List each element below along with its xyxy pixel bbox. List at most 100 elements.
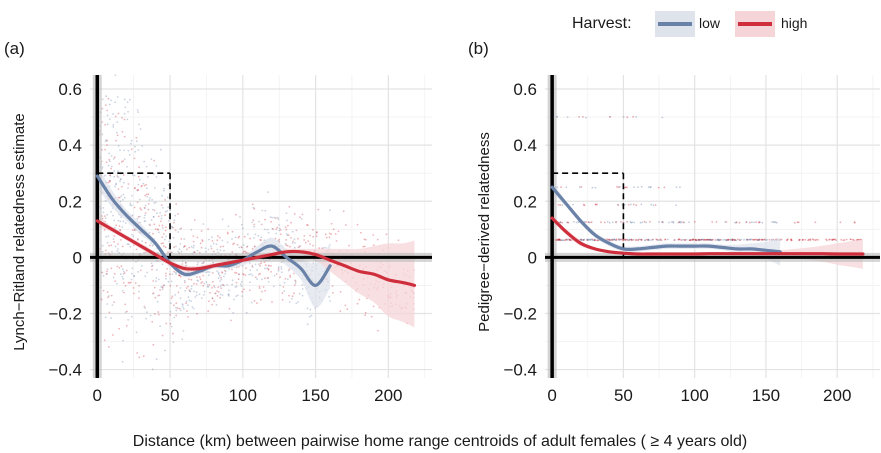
scatter-point-low [277,239,280,242]
scatter-point-low [301,294,304,297]
scatter-point-high [624,186,627,189]
scatter-point-low [108,103,111,106]
scatter-point-low [129,245,132,248]
scatter-point-low [267,265,270,267]
legend-title: Harvest: [572,15,632,32]
scatter-point-low [306,307,309,310]
scatter-point-high [645,238,648,241]
scatter-point-low [212,261,215,264]
scatter-point-low [293,238,296,241]
scatter-point-high [798,238,801,241]
scatter-point-low [142,182,145,185]
scatter-point-low [212,242,215,245]
scatter-point-low [170,325,173,328]
scatter-point-low [613,238,615,241]
scatter-point-high [207,228,210,231]
scatter-point-low [248,262,251,264]
scatter-point-low [121,275,124,278]
scatter-point-high [570,239,572,242]
scatter-point-high [200,230,203,232]
scatter-point-high [635,204,638,207]
scatter-point-high [188,246,191,249]
scatter-point-low [716,239,719,242]
scatter-point-low [593,238,596,241]
scatter-point-high [328,236,331,239]
scatter-point-low [163,187,166,190]
scatter-point-high [617,186,620,189]
scatter-point-low [101,250,104,253]
scatter-point-high [678,238,681,241]
scatter-point-high [309,234,311,237]
scatter-point-low [587,238,590,241]
scatter-point-high [281,292,284,295]
scatter-point-high [798,239,800,242]
scatter-point-low [133,274,136,277]
scatter-point-high [161,334,164,337]
scatter-point-high [264,218,266,221]
scatter-point-low [144,307,147,309]
scatter-point-low [196,279,199,282]
scatter-point-low [253,245,256,248]
scatter-point-high [137,175,140,178]
scatter-point-low [567,238,570,241]
scatter-point-high [119,229,121,231]
scatter-point-low [143,160,146,163]
scatter-point-high [274,217,277,220]
scatter-point-low [240,223,243,226]
scatter-point-low [239,283,242,286]
scatter-point-high [596,203,598,206]
scatter-point-high [556,239,559,241]
scatter-point-high [158,224,161,227]
scatter-point-low [130,142,132,145]
scatter-point-high [110,167,112,170]
scatter-point-high [749,221,751,224]
scatter-point-low [250,301,253,304]
scatter-point-high [222,245,225,248]
scatter-point-low [106,268,109,270]
scatter-point-high [328,232,331,235]
scatter-point-high [793,221,796,224]
scatter-point-high [692,238,695,241]
scatter-point-low [658,221,660,223]
scatter-point-high [170,297,173,299]
scatter-point-low [285,212,288,215]
scatter-point-low [148,199,151,201]
scatter-point-high [853,221,856,224]
scatter-point-low [708,238,711,241]
scatter-point-high [286,244,289,247]
trend-line-low [550,185,782,254]
scatter-point-low [105,139,107,141]
scatter-point-high [817,239,819,241]
scatter-point-high [364,311,367,314]
scatter-point-low [161,194,163,197]
scatter-point-high [330,233,333,236]
scatter-point-low [135,331,138,334]
x-tick-label: 200 [374,386,402,405]
scatter-point-low [165,277,167,280]
scatter-point-high [285,228,288,231]
scatter-point-low [137,183,140,186]
scatter-point-high [105,249,107,252]
scatter-point-low [122,220,125,223]
scatter-point-low [146,195,149,198]
scatter-point-high [834,238,836,241]
scatter-point-high [213,300,216,302]
scatter-point-high [787,238,789,241]
scatter-point-low [179,228,181,231]
scatter-point-low [672,221,675,224]
scatter-point-high [632,203,635,206]
scatter-point-low [210,245,212,248]
scatter-point-high [217,286,220,289]
scatter-point-low [138,198,141,201]
scatter-point-high [113,301,115,304]
scatter-point-high [376,238,379,241]
scatter-point-high [321,247,323,250]
scatter-point-low [698,239,700,241]
scatter-point-high [217,235,219,237]
scatter-point-low [759,221,761,224]
scatter-point-high [110,294,113,297]
scatter-point-low [179,297,182,300]
scatter-point-low [174,271,177,274]
scatter-point-low [190,287,193,290]
scatter-point-low [239,216,241,218]
